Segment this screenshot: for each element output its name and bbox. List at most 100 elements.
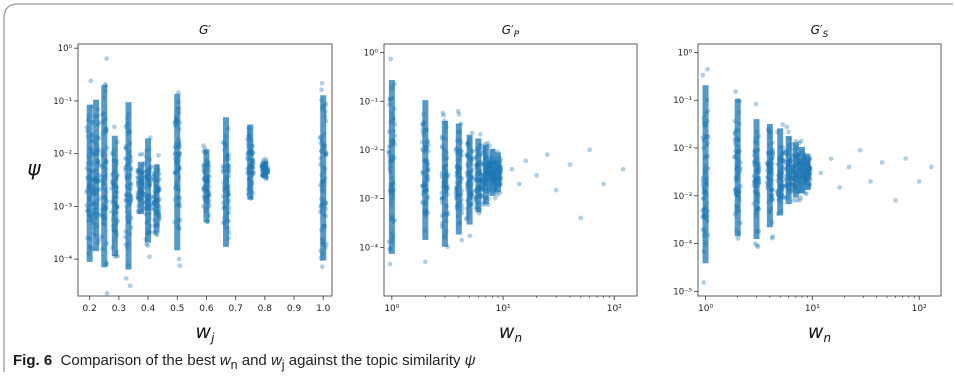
data-column-2 [422,100,429,240]
data-point [319,87,324,93]
data-point [803,191,809,197]
data-point [154,231,160,237]
data-column-9 [804,153,811,191]
data-column-8 [799,146,806,194]
data-point [145,243,151,249]
x-tick-label: 0.3 [112,304,126,314]
data-point [387,261,393,267]
scatter-points [386,56,626,267]
data-column-1 [86,104,93,262]
data-point-sparse [818,170,824,176]
data-point [797,197,803,203]
figure-caption: Fig. 6 Comparison of the best wn and wj … [13,352,476,372]
data-point [780,122,785,127]
data-column-4 [455,123,462,235]
x-tick-label: 10⁰ [384,304,399,314]
data-point [495,192,500,198]
data-point [123,275,129,281]
data-point [755,244,761,250]
data-point [422,259,428,265]
chart-title: G′ [199,23,211,37]
data-column-9 [174,93,181,251]
y-tick-label: 10⁻⁵ [673,287,692,297]
y-tick-label: 10⁻² [359,146,378,156]
x-tick-label: 10¹ [496,304,511,314]
y-tick-label: 10⁻³ [53,202,72,212]
data-point [477,131,483,137]
data-point [487,143,492,149]
data-point-sparse [523,158,529,164]
data-point [492,195,498,201]
data-point [104,290,110,296]
data-column-5 [125,102,132,270]
x-axis-label: wn [499,321,522,345]
caption-psi: ψ [464,352,476,369]
data-point [147,254,152,260]
data-point [794,197,800,203]
x-tick-label: 0.7 [228,304,242,314]
data-column-1 [388,80,395,254]
data-point-sparse [828,156,834,161]
data-column-13 [261,161,268,179]
data-point-sparse [509,166,515,172]
chart-panel-1: 0.2 0.3 0.4 0.5 0.6 0.7 0.8 0.9 1.0 10⁻⁴ 10⁻³ 10⁻² 1… [27,23,333,345]
x-tick-label: 10⁰ [698,304,713,314]
data-point-sparse [578,215,584,221]
x-tick-label: 10² [607,304,622,314]
plot-frame [383,43,638,297]
data-column-2 [93,99,100,252]
data-point [786,129,791,135]
caption-text-2: and [237,352,271,369]
data-column-7 [145,138,152,243]
y-tick-label: 10⁻⁴ [673,240,692,250]
x-tick-label: 10¹ [805,304,820,314]
data-column-8 [153,164,160,233]
data-point [700,72,706,78]
data-point [796,140,802,146]
scatter-points [84,56,329,296]
x-tick-label: 1.0 [316,304,331,314]
data-point-sparse [837,184,843,190]
chart-title-subscript: S [823,30,829,40]
data-point [137,152,143,158]
x-tick-label: 0.4 [141,304,156,314]
data-point-sparse [534,173,539,178]
caption-w-j: w [270,352,282,369]
x-axis-label: wj [196,321,216,345]
chart-panels: 0.2 0.3 0.4 0.5 0.6 0.7 0.8 0.9 1.010⁻⁴10⁻³10⁻²1… [27,23,942,345]
data-point [201,143,206,148]
data-point [701,280,707,285]
caption-text-1: Comparison of the best [60,352,220,369]
y-tick-label: 10⁻² [53,150,72,160]
x-tick-label: 10² [912,304,927,314]
data-point [144,241,150,247]
data-point-sparse [916,179,922,184]
data-point [440,110,446,116]
data-point-sparse [868,179,873,184]
figure-label: Fig. 6 [13,352,53,369]
data-point [467,233,473,239]
y-tick-label: 10⁻¹ [53,97,72,107]
caption-sub-j: j [281,358,285,372]
data-column-4 [766,123,773,228]
y-tick-label: 10⁻⁴ [359,243,378,253]
data-point [319,264,325,270]
data-point [735,236,741,241]
data-point [705,66,710,72]
data-column-12 [247,124,254,200]
data-column-5 [777,128,784,216]
data-point [733,89,739,95]
data-column-11 [223,117,230,247]
plot-frame [697,43,942,297]
data-point [388,56,394,62]
x-tick-label: 0.8 [258,304,273,314]
data-column-7 [482,144,489,204]
caption-sub-n: n [230,358,238,372]
data-point [88,78,94,84]
data-point-sparse [601,181,606,187]
data-column-6 [137,161,144,215]
data-point-sparse [928,164,934,170]
chart-panel-3: 10⁰ 10¹ 10² 10⁻⁵ 10⁻⁴ 10⁻³ 10⁻² 10⁻¹ 10⁰ G′S wn [673,23,942,345]
x-tick-label: 0.6 [199,304,214,314]
chart-title-subscript: P [514,30,520,40]
